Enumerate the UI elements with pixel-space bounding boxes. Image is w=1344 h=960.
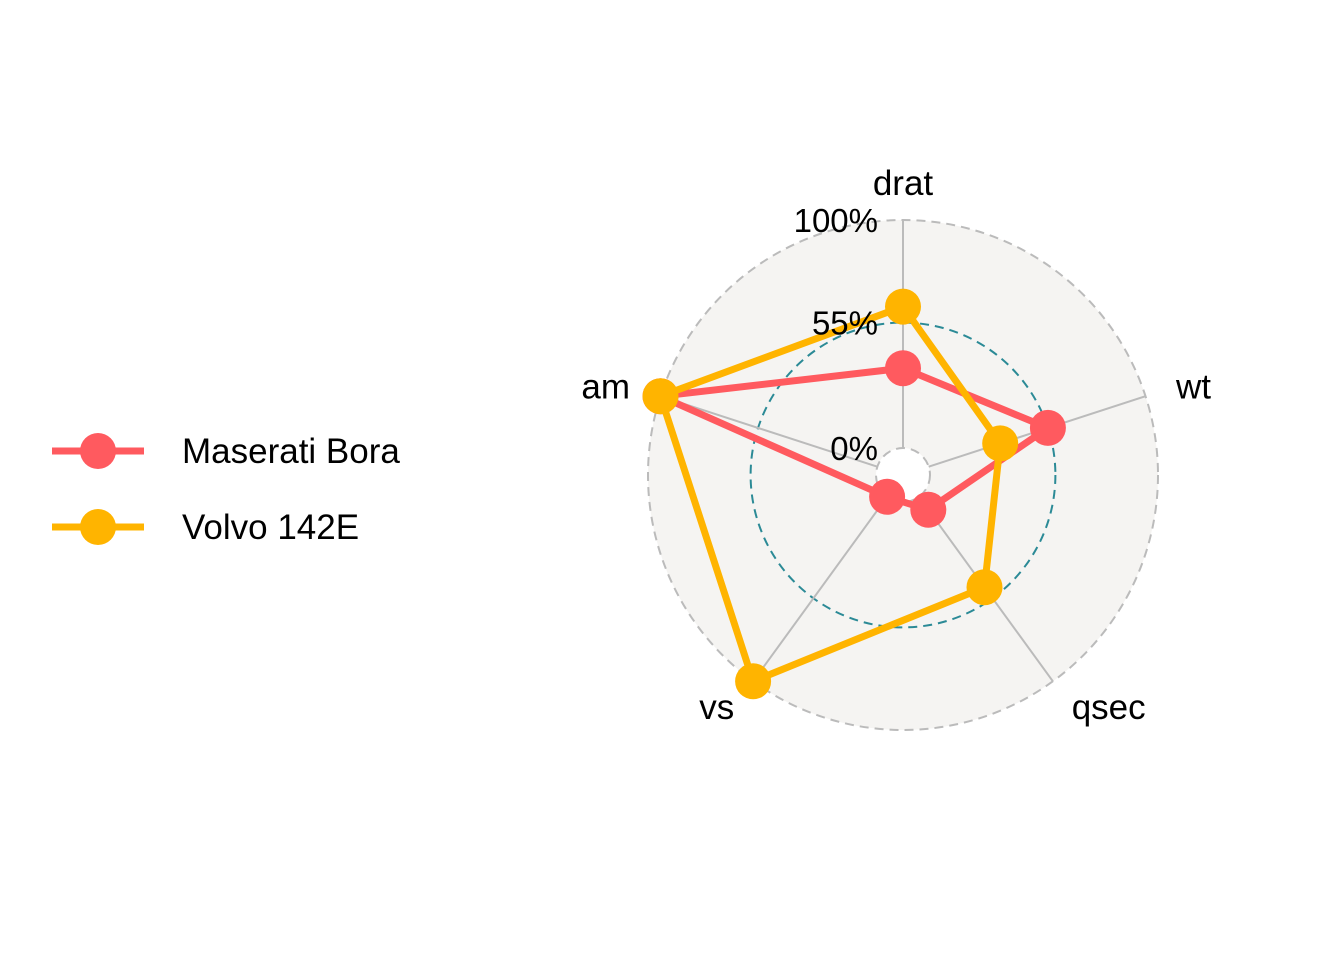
series-point-1-qsec: [966, 569, 1003, 606]
series-point-1-am: [642, 378, 679, 415]
series-point-1-wt: [982, 425, 1019, 462]
series-point-0-wt: [1029, 409, 1066, 446]
legend-label: Maserati Bora: [182, 432, 400, 471]
legend: Maserati Bora Volvo 142E: [52, 432, 400, 547]
series-point-1-drat: [885, 288, 921, 325]
radar-grid-labels: 0% 55% 100%: [794, 202, 878, 467]
axis-label-am: am: [581, 367, 630, 406]
legend-swatch-marker: [80, 509, 116, 545]
grid-label-0: 0%: [830, 430, 878, 467]
grid-circle-1: [749, 321, 1057, 629]
axis-label-qsec: qsec: [1072, 688, 1146, 727]
series-point-1-vs: [735, 663, 772, 700]
legend-label: Volvo 142E: [182, 508, 359, 547]
axis-line-vs: [752, 496, 888, 682]
radar-series: [642, 288, 1066, 700]
radar-axis-labels: drat wt qsec vs am: [581, 164, 1211, 727]
legend-swatch-marker: [80, 433, 116, 469]
series-point-0-qsec: [910, 491, 947, 528]
series-line-1: [657, 303, 1004, 685]
legend-item-0: Maserati Bora: [52, 432, 400, 471]
series-point-0-drat: [885, 350, 921, 387]
series-line-0: [657, 364, 1052, 514]
axis-line-am: [660, 395, 878, 468]
grid-label-1: 55%: [812, 305, 878, 342]
radar-background: [648, 220, 1158, 730]
grid-label-2: 100%: [794, 202, 878, 239]
axis-label-wt: wt: [1175, 367, 1211, 406]
axis-label-vs: vs: [699, 688, 734, 727]
series-point-0-vs: [869, 478, 906, 515]
legend-item-1: Volvo 142E: [52, 508, 359, 547]
axis-label-drat: drat: [873, 164, 934, 203]
